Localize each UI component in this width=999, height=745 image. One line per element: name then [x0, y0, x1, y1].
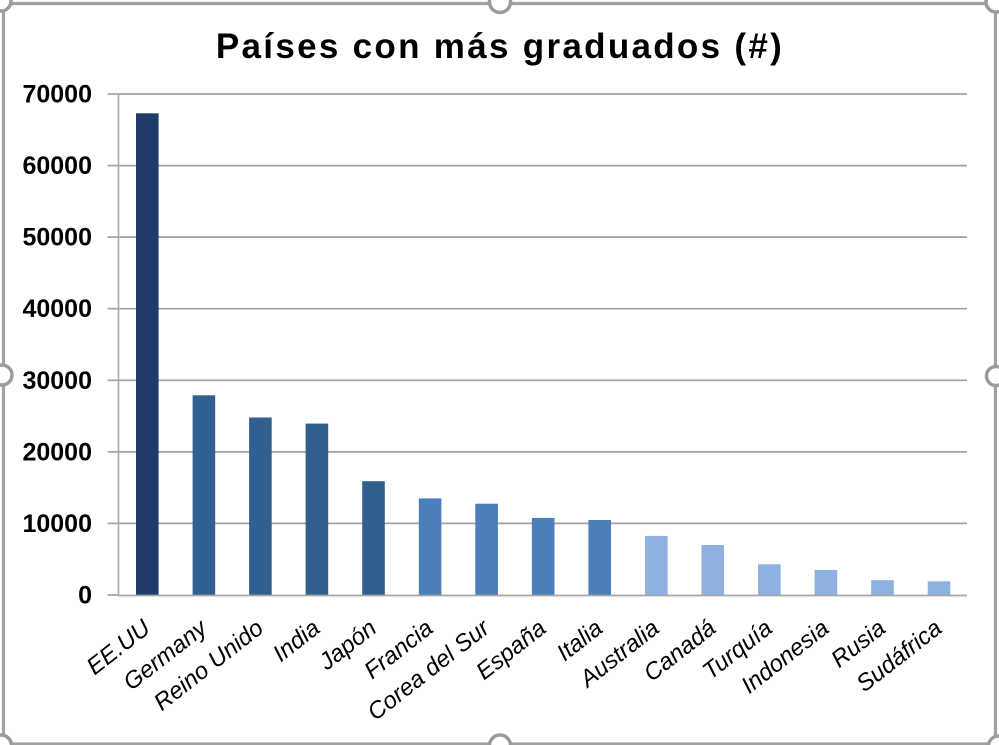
svg-text:70000: 70000: [22, 81, 92, 109]
svg-text:60000: 60000: [22, 152, 92, 180]
svg-text:50000: 50000: [22, 224, 92, 252]
svg-text:20000: 20000: [22, 438, 92, 466]
svg-text:30000: 30000: [22, 367, 92, 395]
svg-text:40000: 40000: [22, 295, 92, 323]
svg-text:Países con más graduados (#): Países con más graduados (#): [216, 27, 784, 66]
svg-text:10000: 10000: [22, 510, 92, 538]
svg-text:0: 0: [78, 582, 92, 610]
